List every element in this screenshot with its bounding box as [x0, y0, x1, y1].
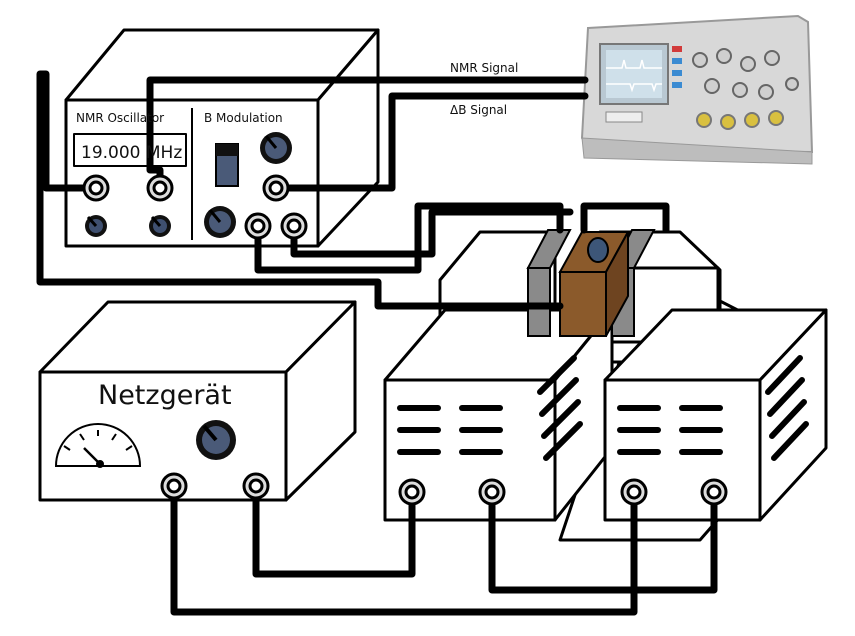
coil-left-jack-2[interactable] — [478, 478, 506, 506]
oscillator-box — [64, 28, 380, 248]
modulation-knob-2[interactable] — [204, 206, 236, 238]
oscilloscope — [580, 14, 814, 165]
oscillator-knob-1[interactable] — [85, 215, 107, 237]
cable-delta-b-signal — [272, 92, 589, 192]
modulation-switch[interactable] — [215, 143, 239, 187]
pole-piece-left — [526, 229, 572, 337]
delta-b-signal-label: ΔB Signal — [450, 103, 507, 117]
coil-right-jack-2[interactable] — [700, 478, 728, 506]
oscillator-knob-2[interactable] — [149, 215, 171, 237]
modulation-label: B Modulation — [204, 111, 283, 125]
modulation-jack-2[interactable] — [280, 212, 308, 240]
modulation-knob[interactable] — [260, 132, 292, 164]
meter-dial — [54, 423, 142, 468]
coil-left-jack-1[interactable] — [398, 478, 426, 506]
power-jack-2[interactable] — [242, 472, 270, 500]
cable-coil-link — [488, 488, 718, 594]
power-supply-label: Netzgerät — [98, 380, 232, 411]
cable-supply-1 — [252, 482, 416, 578]
oscillator-jack-2[interactable] — [146, 174, 174, 202]
coil-right-jack-1[interactable] — [620, 478, 648, 506]
cable-modulation-3 — [580, 202, 670, 234]
frequency-display: 19.000 MHz — [81, 143, 182, 163]
cable-rf-probe — [36, 70, 564, 310]
cable-modulation-2 — [290, 208, 574, 258]
modulation-jack-out[interactable] — [262, 174, 290, 202]
left-coil-vents — [397, 355, 583, 461]
cable-supply-2 — [170, 482, 638, 616]
power-jack-1[interactable] — [160, 472, 188, 500]
right-coil-vents — [617, 355, 809, 461]
sample-holder — [558, 231, 630, 337]
modulation-jack-1[interactable] — [244, 212, 272, 240]
sample — [587, 237, 609, 263]
oscillator-label: NMR Oscillator — [76, 111, 164, 125]
power-knob[interactable] — [196, 420, 236, 460]
nmr-signal-label: NMR Signal — [450, 61, 518, 75]
oscillator-jack-1[interactable] — [82, 174, 110, 202]
